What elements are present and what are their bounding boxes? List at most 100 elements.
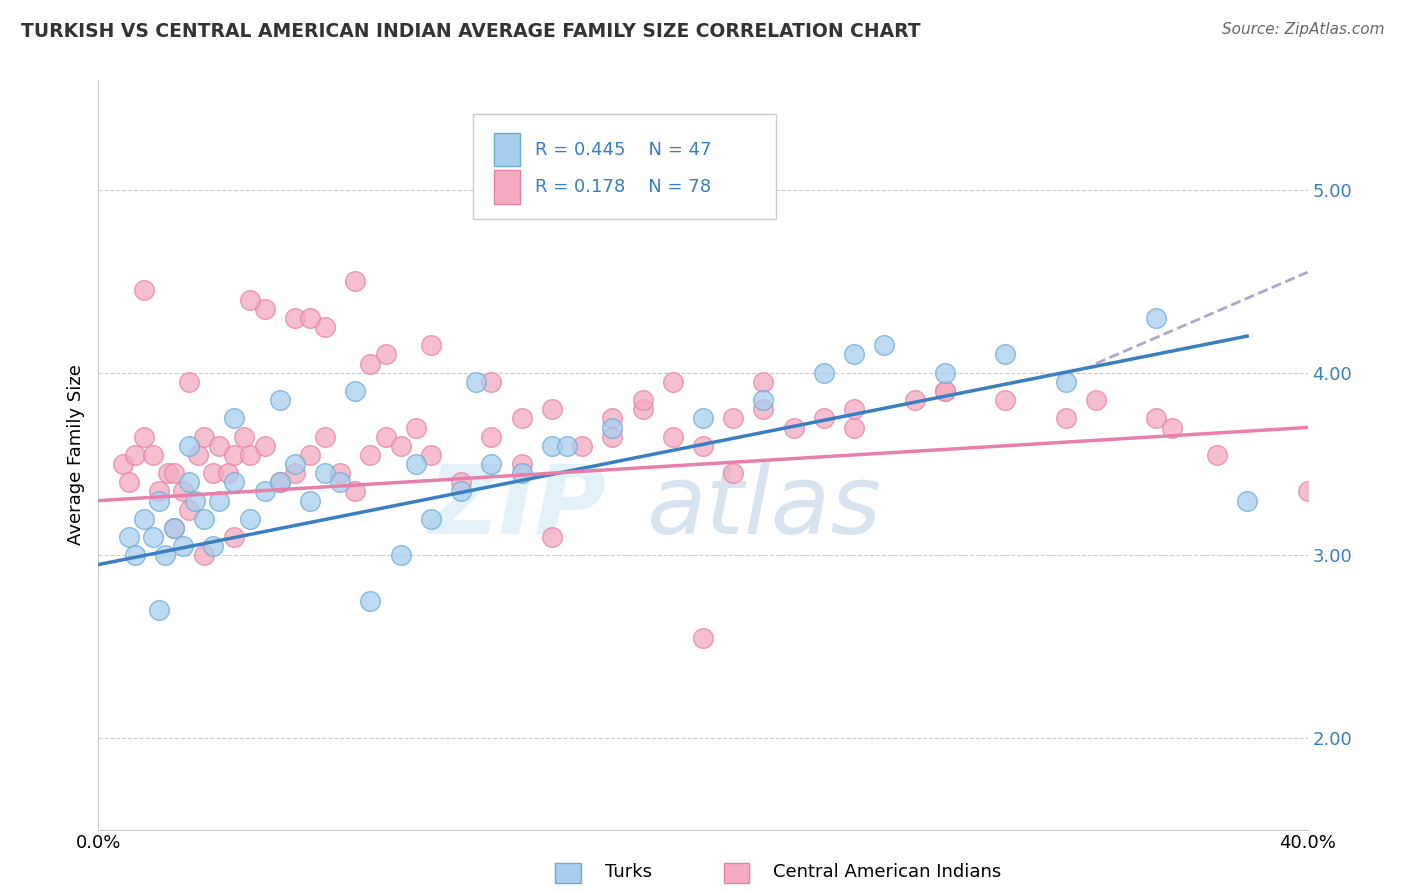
Text: TURKISH VS CENTRAL AMERICAN INDIAN AVERAGE FAMILY SIZE CORRELATION CHART: TURKISH VS CENTRAL AMERICAN INDIAN AVERA… [21,22,921,41]
Point [374,430,396,444]
Point [314,320,336,334]
Point [269,475,291,490]
Point [752,375,775,389]
Point [555,439,578,453]
Point [269,393,291,408]
Point [510,466,533,480]
Point [314,466,336,480]
Point [132,512,155,526]
Point [994,347,1017,361]
Point [217,466,239,480]
Point [723,411,745,425]
Point [1206,448,1229,462]
Point [163,521,186,535]
Point [179,502,201,516]
Point [692,411,714,425]
Point [1054,375,1077,389]
Point [420,338,443,352]
Point [148,484,170,499]
Point [844,420,866,434]
Point [1236,493,1258,508]
Point [450,475,472,490]
Point [208,439,231,453]
Point [360,594,382,608]
Text: R = 0.178    N = 78: R = 0.178 N = 78 [534,178,711,196]
Point [1054,411,1077,425]
Point [253,301,276,316]
Text: atlas: atlas [645,461,882,554]
Point [299,448,322,462]
Point [179,439,201,453]
Point [202,539,225,553]
Point [631,393,654,408]
Point [661,430,683,444]
Point [239,512,262,526]
FancyBboxPatch shape [474,114,776,219]
Point [142,530,165,544]
Bar [494,133,520,167]
Point [692,439,714,453]
Point [1085,393,1108,408]
Point [813,411,835,425]
Text: Central American Indians: Central American Indians [773,863,1001,881]
Point [172,539,194,553]
Point [481,457,503,471]
Point [1146,310,1168,325]
Point [934,384,956,398]
Point [540,530,562,544]
Point [994,393,1017,408]
Point [904,393,927,408]
Point [224,475,246,490]
Point [844,402,866,417]
Point [934,384,956,398]
Point [124,448,146,462]
Point [450,484,472,499]
Point [752,393,775,408]
Point [172,484,194,499]
Point [540,402,562,417]
Point [844,347,866,361]
Point [405,457,427,471]
Point [299,310,322,325]
Point [540,439,562,453]
Point [631,402,654,417]
Point [481,430,503,444]
Point [510,457,533,471]
Point [232,430,254,444]
Point [187,448,209,462]
Point [224,411,246,425]
Point [1146,411,1168,425]
Point [783,420,806,434]
Text: Source: ZipAtlas.com: Source: ZipAtlas.com [1222,22,1385,37]
Point [202,466,225,480]
Point [253,439,276,453]
Point [1160,420,1182,434]
Point [360,448,382,462]
Point [163,521,186,535]
Point [111,457,134,471]
Point [661,375,683,389]
Point [148,603,170,617]
Point [148,493,170,508]
Point [163,466,186,480]
Point [602,430,624,444]
Point [284,457,307,471]
Point [389,439,412,453]
Point [284,310,307,325]
Point [314,430,336,444]
Point [873,338,896,352]
Point [142,448,165,462]
Text: R = 0.445    N = 47: R = 0.445 N = 47 [534,141,711,159]
Point [692,631,714,645]
Point [239,448,262,462]
Point [344,484,367,499]
Point [224,530,246,544]
Point [1296,484,1319,499]
Point [602,411,624,425]
Point [344,274,367,288]
Point [329,475,352,490]
Point [132,430,155,444]
Bar [494,170,520,204]
Point [239,293,262,307]
Point [179,475,201,490]
